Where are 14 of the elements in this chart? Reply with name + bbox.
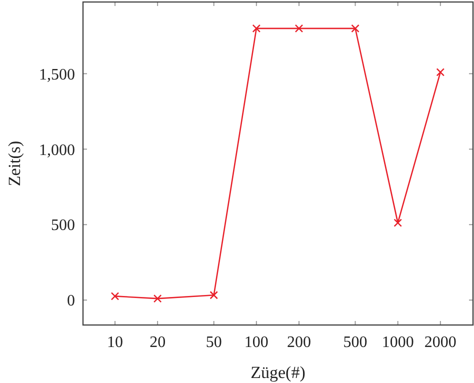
y-tick-label: 1,500	[39, 66, 75, 84]
x-tick-label: 10	[106, 334, 123, 351]
y-axis-title: Zeit(s)	[5, 140, 24, 186]
x-tick-label: 1000	[382, 334, 414, 351]
x-tick-label: 200	[286, 334, 311, 351]
x-tick-label: 2000	[424, 334, 456, 351]
y-tick-label: 1,000	[39, 142, 75, 159]
x-axis-title: Züge(#)	[250, 363, 306, 382]
x-tick-label: 100	[244, 334, 268, 351]
x-tick-label: 20	[150, 334, 166, 351]
x-tick-label: 500	[343, 334, 368, 351]
y-tick-label: 500	[51, 217, 75, 234]
x-tick-label: 50	[206, 334, 222, 351]
y-tick-label: 0	[67, 292, 75, 310]
